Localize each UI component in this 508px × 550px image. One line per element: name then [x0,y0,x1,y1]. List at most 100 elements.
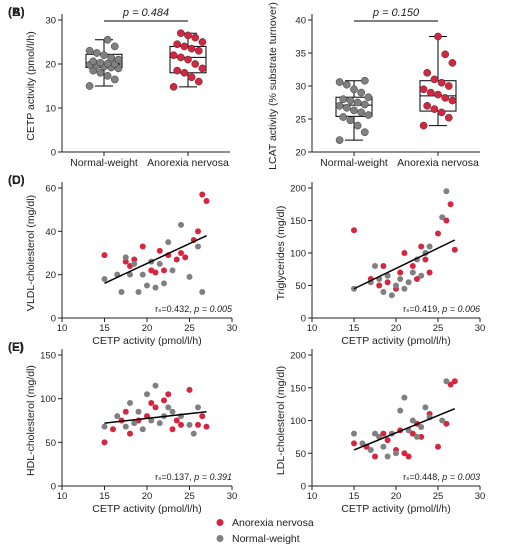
data-point [148,417,155,424]
data-point [101,439,108,446]
x-axis-label: CETP activity (pmol/l/h) [92,335,202,347]
data-point [122,254,129,261]
y-tick-label: 0 [301,482,306,493]
data-point [423,68,432,77]
data-point [178,221,184,228]
data-point [195,243,201,250]
data-point [122,408,129,415]
data-point [169,408,176,415]
data-point [195,228,201,235]
y-tick-label: 40 [295,16,306,27]
data-point [339,95,348,104]
data-point [195,421,201,428]
data-point [186,386,193,393]
data-point [118,289,125,295]
legend-label: Normal-weight [232,533,300,545]
data-point [165,391,172,398]
x-tick-label: 10 [57,323,68,334]
y-tick-label: 20 [45,270,56,281]
spearman-p: p = 0.391 [193,472,232,482]
data-point [176,29,185,38]
y-tick-label: 30 [45,16,56,27]
x-tick-label: 20 [391,491,402,502]
data-point [430,75,439,84]
data-point [448,59,457,67]
correlation-stat: rₛ=0.419, p = 0.006 [403,304,480,314]
regression-line [353,408,456,451]
data-point [364,93,373,102]
data-point [114,413,121,420]
data-point [443,188,450,195]
data-point [101,252,108,259]
data-point [131,420,138,427]
data-point [335,78,344,86]
data-point [144,391,150,398]
data-point [186,273,193,280]
correlation-stat: rₛ=0.432, p = 0.005 [155,304,233,314]
data-point [418,272,425,279]
y-tick-label: 40 [45,227,56,238]
y-tick-label: 30 [295,82,306,93]
data-point [437,108,446,117]
data-point [191,60,200,68]
x-tick-label: 20 [142,323,153,334]
spearman-r: rₛ=0.419, [403,304,442,314]
data-point [393,450,399,457]
data-point [414,433,420,440]
y-tick-label: 0 [51,482,56,493]
panel-label: (D) [8,173,25,187]
data-point [139,426,146,433]
x-axis-label: CETP activity (pmol/l/h) [341,335,451,347]
y-tick-label: 0 [51,314,56,325]
data-point [418,243,425,250]
data-point [89,57,98,66]
data-point [187,73,196,82]
data-point [360,128,369,137]
y-axis-label: VLDL-cholesterol (mg/dl) [25,195,37,311]
x-tick-label: Anorexia nervosa [147,157,229,169]
panel-c: (C) 0 20 40 60 VLDL-cholesterol (mg/dl) 10 15 20… [8,173,237,347]
data-point [376,282,383,289]
data-point [100,51,108,60]
x-tick-label: 15 [99,491,110,502]
data-point [156,420,163,427]
data-point [372,430,378,437]
data-point [350,85,358,94]
y-tick-label: 60 [45,184,56,195]
data-point [448,96,457,105]
data-point [384,453,391,460]
data-point [139,271,146,278]
data-point [110,75,119,84]
y-tick-label: 100 [40,394,56,405]
data-point [360,76,369,85]
data-point [180,42,189,51]
legend-marker [216,535,224,542]
data-point [401,450,408,457]
data-point [173,256,180,263]
data-point [434,32,442,41]
data-point [178,250,184,256]
data-point [187,44,196,53]
data-point [342,80,351,89]
y-axis-label: LDL-cholesterol (mg/dl) [275,366,287,475]
data-point [409,430,416,437]
data-point [203,198,210,204]
data-point [397,269,404,276]
data-point [388,292,395,299]
data-point [447,201,454,208]
data-point [335,136,344,144]
data-point [409,263,416,269]
panel-label: (E) [8,340,24,354]
data-point [144,282,150,289]
data-point [85,46,94,55]
x-tick-label: 25 [433,323,444,334]
y-tick-label: 150 [40,351,56,362]
data-point [409,269,416,276]
data-point [190,430,197,437]
panel-label: (F) [8,340,23,354]
x-tick-label: 10 [57,491,68,502]
y-tick-label: 50 [295,449,306,460]
data-point [173,40,182,49]
x-tick-label: 10 [307,491,318,502]
